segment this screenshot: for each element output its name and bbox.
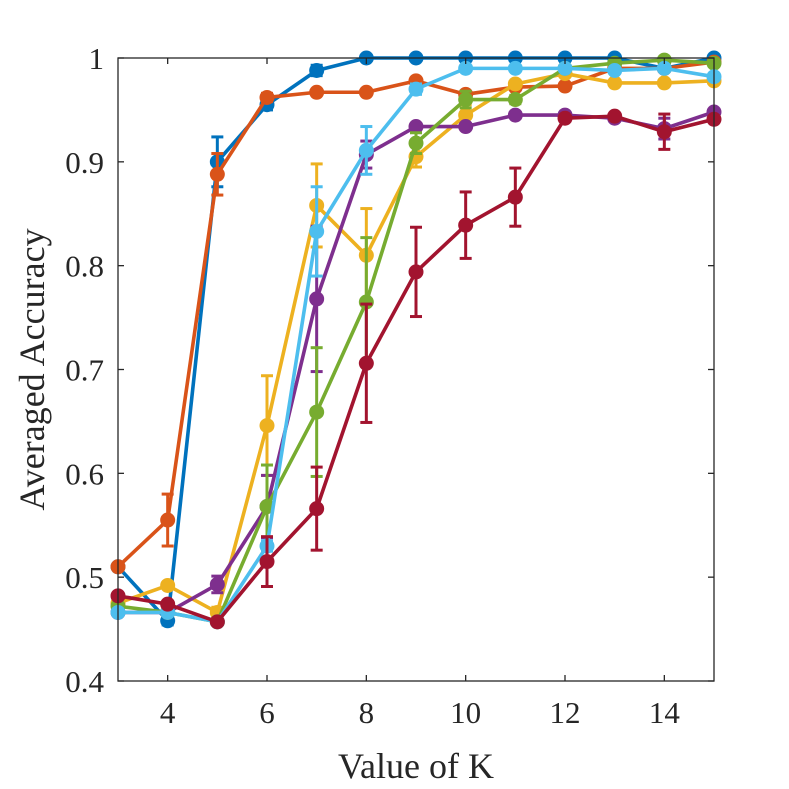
data-point xyxy=(458,217,474,233)
data-point xyxy=(607,62,623,78)
x-tick-label: 10 xyxy=(450,695,481,730)
data-point xyxy=(458,60,474,76)
data-point xyxy=(309,84,325,100)
data-point xyxy=(607,108,623,124)
x-tick-label: 8 xyxy=(359,695,375,730)
data-point xyxy=(557,110,573,126)
data-point xyxy=(309,62,325,78)
data-point xyxy=(209,614,225,630)
data-point xyxy=(160,512,176,528)
data-point xyxy=(507,92,523,108)
data-point xyxy=(160,577,176,593)
data-point xyxy=(358,294,374,310)
x-axis-title: Value of K xyxy=(338,746,494,786)
data-point xyxy=(507,189,523,205)
ticks-layer: 4 6 8 10 12 14 0.4 0.5 0.6 0.7 0.8 0.9 1 xyxy=(65,41,714,730)
data-point xyxy=(259,89,275,105)
data-point xyxy=(259,499,275,515)
data-point xyxy=(458,92,474,108)
data-point xyxy=(358,84,374,100)
y-tick-label: 1 xyxy=(89,41,105,76)
y-tick-label: 0.9 xyxy=(65,145,104,180)
data-point xyxy=(259,418,275,434)
data-point xyxy=(656,75,672,91)
y-axis-title: Averaged Accuracy xyxy=(12,228,52,510)
data-point xyxy=(209,576,225,592)
y-tick-label: 0.4 xyxy=(65,664,104,699)
data-point xyxy=(408,119,424,135)
data-layer xyxy=(110,50,722,630)
data-point xyxy=(358,355,374,371)
series-7 xyxy=(110,108,722,630)
data-point xyxy=(507,60,523,76)
data-point xyxy=(259,554,275,570)
data-point xyxy=(557,60,573,76)
data-point xyxy=(507,107,523,123)
data-point xyxy=(309,223,325,239)
x-tick-label: 14 xyxy=(649,695,681,730)
data-point xyxy=(607,75,623,91)
data-point xyxy=(408,81,424,97)
y-tick-label: 0.6 xyxy=(65,456,104,491)
x-tick-label: 4 xyxy=(160,695,176,730)
data-point xyxy=(160,596,176,612)
data-point xyxy=(309,291,325,307)
y-tick-label: 0.8 xyxy=(65,249,104,284)
data-point xyxy=(656,60,672,76)
data-point xyxy=(209,166,225,182)
data-point xyxy=(309,501,325,517)
data-point xyxy=(408,264,424,280)
data-point xyxy=(458,107,474,123)
data-point xyxy=(507,76,523,92)
y-tick-label: 0.7 xyxy=(65,353,104,388)
data-point xyxy=(309,404,325,420)
x-tick-label: 6 xyxy=(259,695,275,730)
data-point xyxy=(358,142,374,158)
x-tick-label: 12 xyxy=(550,695,581,730)
data-point xyxy=(458,119,474,135)
data-point xyxy=(656,124,672,140)
y-tick-label: 0.5 xyxy=(65,560,104,595)
data-point xyxy=(408,135,424,151)
data-point xyxy=(557,78,573,94)
